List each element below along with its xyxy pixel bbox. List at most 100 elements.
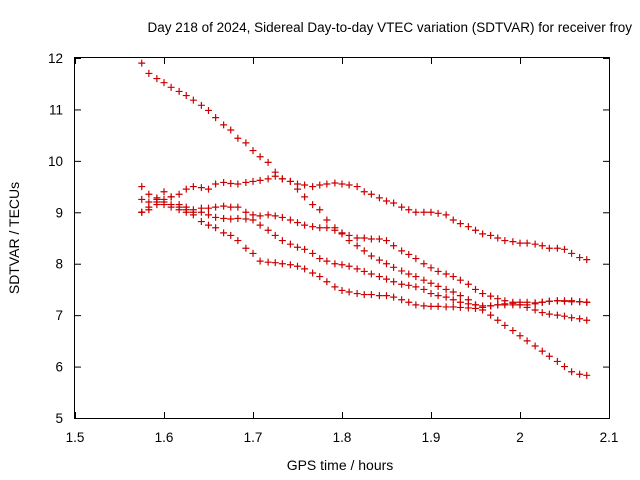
data-point-marker [220,178,228,186]
data-point-marker [212,203,220,211]
data-point-marker [353,242,361,250]
data-point-marker [316,181,324,189]
data-point-marker [487,292,495,300]
data-point-marker [449,288,457,296]
x-tick-label: 2 [516,430,524,445]
data-point-marker [360,291,368,299]
data-point-marker [271,212,279,220]
data-point-marker [353,234,361,242]
data-point-marker [242,215,250,223]
data-point-marker [316,273,324,281]
data-point-marker [353,265,361,273]
data-point-marker [405,298,413,306]
data-point-marker [367,291,375,299]
data-point-marker [175,87,183,95]
data-point-marker [353,183,361,191]
data-point-marker [331,226,339,234]
data-point-marker [405,270,413,278]
data-point-marker [538,309,546,317]
data-point-marker [390,263,398,271]
data-point-marker [561,297,568,305]
data-point-marker [434,292,442,300]
data-point-marker [256,153,264,161]
data-point-marker [220,202,228,210]
chart-title: Day 218 of 2024, Sidereal Day-to-day VTE… [148,20,633,35]
data-point-marker [271,172,279,180]
data-point-marker [531,342,539,350]
data-point-marker [523,298,531,306]
data-point-marker [360,188,368,196]
data-point-marker [553,244,561,252]
data-point-marker [531,299,539,307]
data-point-marker [360,247,368,255]
data-point-marker [472,226,479,234]
data-point-marker [509,327,517,335]
data-point-marker [301,245,309,253]
data-point-marker [427,279,435,287]
data-point-marker [420,276,428,284]
data-point-marker [323,180,331,188]
data-point-marker [538,298,546,306]
data-point-marker [449,216,457,224]
data-point-marker [449,273,457,281]
data-point-marker [487,231,495,239]
data-point-marker [249,147,257,155]
data-point-marker [294,219,301,227]
data-point-marker [545,310,553,318]
data-point-marker [509,298,517,306]
data-point-marker [375,194,383,202]
data-point-marker [234,237,242,245]
data-point-marker [278,175,286,183]
data-point-marker [345,262,353,270]
data-point-marker [405,206,413,214]
data-point-marker [182,203,190,211]
data-point-marker [516,239,524,247]
data-point-marker [182,92,190,100]
data-point-marker [242,244,250,252]
data-point-marker [412,255,420,263]
data-point-marker [383,260,390,268]
data-point-marker [420,208,428,216]
data-point-marker [434,302,442,310]
data-point-marker [375,256,383,264]
data-point-marker [568,314,576,322]
data-point-marker [256,176,264,184]
data-point-marker [301,193,309,201]
data-point-marker [138,195,146,203]
data-point-marker [516,332,524,340]
data-point-marker [286,240,294,248]
data-point-marker [338,286,346,294]
data-point-marker [464,280,472,288]
data-point-marker [576,254,584,262]
data-point-marker [256,212,264,220]
data-point-marker [456,303,464,311]
data-point-marker [256,221,264,229]
data-point-marker [212,213,220,221]
data-point-marker [331,179,339,187]
data-point-marker [472,285,479,293]
data-point-marker [316,224,324,232]
x-axis-label: GPS time / hours [287,457,394,473]
data-point-marker [456,220,464,228]
data-point-marker [345,288,353,296]
data-point-marker [405,281,413,289]
data-point-marker [309,183,317,191]
data-point-marker [205,106,212,114]
data-point-marker [145,198,153,206]
x-tick-label: 1.9 [422,430,441,445]
data-point-marker [338,261,346,269]
data-point-marker [456,292,464,300]
data-point-marker [227,179,235,187]
data-point-marker [479,290,487,298]
data-point-marker [494,301,502,309]
data-point-marker [145,206,153,214]
axis-tick-labels: 1.5 1.6 1.7 1.8 1.9 2 2.1 5 6 7 8 9 10 11 12 [48,51,618,445]
data-point-marker [138,59,146,67]
data-point-marker [294,243,301,251]
data-point-marker [501,321,509,329]
data-point-marker [345,181,353,189]
data-point-marker [501,300,509,308]
y-tick-label: 11 [49,102,63,117]
data-point-marker [167,193,175,201]
